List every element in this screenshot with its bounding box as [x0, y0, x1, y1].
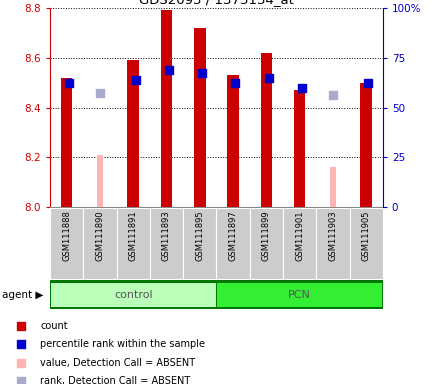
Text: GSM111905: GSM111905 — [361, 210, 370, 261]
Bar — [160, 10, 172, 207]
Bar — [50, 208, 83, 279]
Point — [327, 152, 334, 158]
Bar — [249, 208, 283, 279]
Bar — [83, 208, 116, 279]
Bar — [50, 280, 216, 309]
Bar — [283, 208, 316, 279]
Text: GSM111901: GSM111901 — [294, 210, 303, 261]
Title: GDS2093 / 1375134_at: GDS2093 / 1375134_at — [138, 0, 293, 7]
Bar — [61, 78, 72, 207]
Text: percentile rank within the sample: percentile rank within the sample — [40, 339, 204, 349]
Point — [265, 74, 272, 81]
Text: PCN: PCN — [287, 290, 310, 300]
Bar — [216, 280, 382, 309]
Bar — [216, 208, 249, 279]
Bar — [329, 167, 335, 207]
Bar — [127, 60, 139, 207]
Point — [66, 79, 72, 86]
Bar — [260, 53, 272, 207]
Text: GSM111893: GSM111893 — [161, 210, 171, 261]
Bar — [183, 208, 216, 279]
Point — [298, 84, 305, 91]
Bar — [227, 75, 238, 207]
Point — [96, 89, 103, 96]
Bar — [194, 28, 205, 207]
Text: GSM111903: GSM111903 — [328, 210, 337, 261]
Text: agent ▶: agent ▶ — [2, 290, 43, 300]
Point — [132, 77, 139, 83]
Bar — [293, 90, 305, 207]
Point — [165, 67, 172, 73]
Point — [327, 319, 334, 326]
Bar — [316, 208, 349, 279]
Text: GSM111899: GSM111899 — [261, 210, 270, 261]
Text: GSM111891: GSM111891 — [128, 210, 138, 261]
Bar — [359, 83, 371, 207]
Text: control: control — [114, 290, 152, 300]
Point — [364, 79, 371, 86]
Bar — [51, 283, 215, 307]
Text: GSM111895: GSM111895 — [195, 210, 204, 261]
Text: rank, Detection Call = ABSENT: rank, Detection Call = ABSENT — [40, 376, 190, 384]
Text: GSM111897: GSM111897 — [228, 210, 237, 261]
Bar — [217, 283, 381, 307]
Point — [198, 70, 205, 76]
Bar — [116, 208, 149, 279]
Text: value, Detection Call = ABSENT: value, Detection Call = ABSENT — [40, 358, 195, 368]
Bar — [349, 208, 382, 279]
Text: GSM111888: GSM111888 — [62, 210, 71, 261]
Text: GSM111890: GSM111890 — [95, 210, 104, 261]
Point — [329, 92, 335, 98]
Text: count: count — [40, 321, 68, 331]
Point — [231, 79, 238, 86]
Bar — [149, 208, 183, 279]
Bar — [96, 155, 103, 207]
